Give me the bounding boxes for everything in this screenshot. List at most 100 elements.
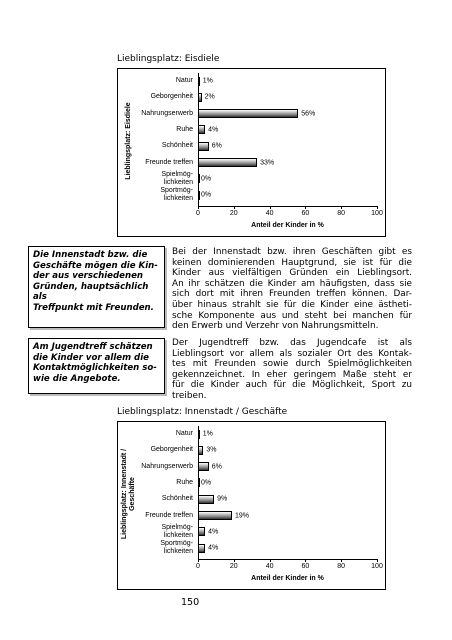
x-tick-label: 0 (196, 563, 200, 570)
text-line: Treffpunkt mit Freunden. (33, 302, 154, 313)
paragraph: Bei der Innenstadt bzw. ihren Geschäften… (172, 247, 412, 332)
value-label: 1% (202, 77, 213, 85)
x-tick-label: 60 (301, 563, 310, 570)
axis-line (198, 559, 377, 560)
value-label: 4% (208, 126, 219, 134)
x-tick-label: 60 (301, 210, 310, 217)
x-tick-label: 0 (196, 210, 200, 217)
sidebar-box: Die Innenstadt bzw. die Geschäfte mögen d… (28, 246, 165, 328)
x-tick-label: 40 (265, 563, 274, 570)
tick-mark (269, 206, 271, 209)
category-label: Freunde treffen (145, 158, 193, 166)
text-line: keinen dominierenden Hauptgrund, sie ist… (172, 257, 412, 268)
text-line: Die Innenstadt bzw. die (33, 250, 148, 260)
bar (198, 125, 206, 135)
tick-mark (198, 206, 199, 209)
y-axis-label: Lieblingsplatz: Eisdiele (125, 102, 132, 180)
text-line: tes mit Freunden sowie durch Spielmöglic… (172, 359, 412, 370)
category-label: Sportmög- lichkeiten (160, 187, 193, 203)
x-tick-label: 100 (371, 210, 383, 217)
category-label: Spielmög- lichkeiten (161, 523, 193, 539)
value-label: 0% (201, 479, 212, 487)
text-line: Kinder aus vielfältigen Gründen ein Lieb… (172, 268, 412, 279)
x-axis-label: Anteil der Kinder in % (251, 222, 324, 229)
bar (198, 190, 200, 200)
tick-mark (341, 206, 343, 209)
text-line: Geschäfte mögen die Kin- (33, 260, 158, 271)
category-label: Ruhe (176, 125, 193, 133)
category-label: Freunde treffen (145, 511, 193, 519)
value-label: 4% (208, 528, 219, 536)
text-line: treiben. (172, 390, 207, 401)
bar (198, 511, 232, 520)
text-line: sche Komponente aus und steht bei manche… (172, 310, 412, 321)
value-label: 33% (260, 159, 275, 166)
tick-mark (377, 559, 378, 562)
text-line: für die Kinder auch für die Möglichkeit,… (172, 380, 412, 391)
value-label: 19% (235, 512, 250, 519)
value-label: 0% (201, 175, 212, 183)
text-line: Lieblingsort vor allem als sozialer Ort … (172, 348, 412, 359)
x-tick-label: 40 (265, 210, 274, 217)
tick-mark (198, 559, 199, 562)
text-line: sich dort mit ihren Freunden treffen kön… (172, 289, 412, 300)
bar (198, 494, 215, 504)
text-line: Kontaktmöglichkeiten so- (33, 363, 157, 374)
category-label: Schönheit (161, 142, 193, 150)
tick-mark (233, 206, 235, 209)
bar (198, 527, 206, 537)
chart-title: Lieblingsplatz: Eisdiele (117, 54, 220, 64)
x-tick-label: 100 (371, 563, 383, 570)
text-line: Am Jugendtreff schätzen (33, 342, 153, 352)
value-label: 3% (206, 446, 217, 454)
axis-line (198, 426, 199, 559)
category-label: Natur (175, 77, 193, 84)
category-label: Nahrungserwerb (141, 109, 193, 117)
bar (198, 174, 200, 184)
bar (198, 462, 209, 472)
category-label: Ruhe (176, 478, 193, 486)
bar (198, 109, 299, 119)
text-line: wie die Angebote. (33, 373, 121, 384)
tick-mark (269, 559, 271, 562)
category-label: Geborgenheit (150, 93, 193, 101)
bar (198, 429, 200, 439)
chart: Lieblingsplatz: Eisdiele 0 20 40 60 80 100 Ante… (117, 68, 386, 237)
value-label: 2% (204, 93, 215, 101)
category-label: Nahrungserwerb (141, 462, 193, 470)
bar (198, 92, 202, 102)
value-label: 6% (211, 142, 222, 150)
text-line: den Erwerb und Verzehr von Nahrungsmitte… (172, 321, 379, 332)
tick-mark (305, 559, 307, 562)
sidebar-box: Am Jugendtreff schätzen die Kinder vor al… (28, 338, 165, 394)
axis-line (198, 73, 199, 206)
chart: Lieblingsplatz: Innenstadt / Geschäfte 0 2… (117, 421, 386, 590)
value-label: 56% (301, 110, 316, 118)
category-label: Geborgenheit (150, 446, 193, 454)
text-line: über hinaus strahlt sie für die Kinder e… (172, 299, 412, 310)
bar (198, 141, 209, 151)
value-label: 0% (201, 191, 212, 199)
text-line: der aus verschiedenen (33, 271, 144, 282)
axis-line (198, 206, 377, 207)
category-label: Spielmög- lichkeiten (161, 170, 193, 186)
text-line: Der Jugendtreff bzw. das Jugendcafe ist … (172, 338, 412, 348)
value-label: 9% (217, 495, 228, 503)
chart-title: Lieblingsplatz: Innenstadt / Geschäfte (117, 407, 288, 417)
bar (198, 445, 204, 455)
bar (198, 478, 200, 488)
value-label: 1% (202, 430, 213, 438)
text-line: An ihr schätzen die Kinder am häufigsten… (172, 278, 412, 289)
bar (198, 543, 206, 553)
bar (198, 158, 258, 167)
x-tick-label: 20 (229, 210, 238, 217)
page-number: 150 (181, 597, 200, 608)
category-label: Schönheit (161, 495, 193, 503)
category-label: Natur (175, 430, 193, 437)
paragraph: Der Jugendtreff bzw. das Jugendcafe ist … (172, 338, 412, 402)
text-line: Gründen, hauptsächlich als (33, 281, 149, 303)
bar (198, 76, 200, 86)
y-axis-label: Lieblingsplatz: Innenstadt / Geschäfte (121, 448, 136, 540)
value-label: 4% (208, 544, 219, 552)
